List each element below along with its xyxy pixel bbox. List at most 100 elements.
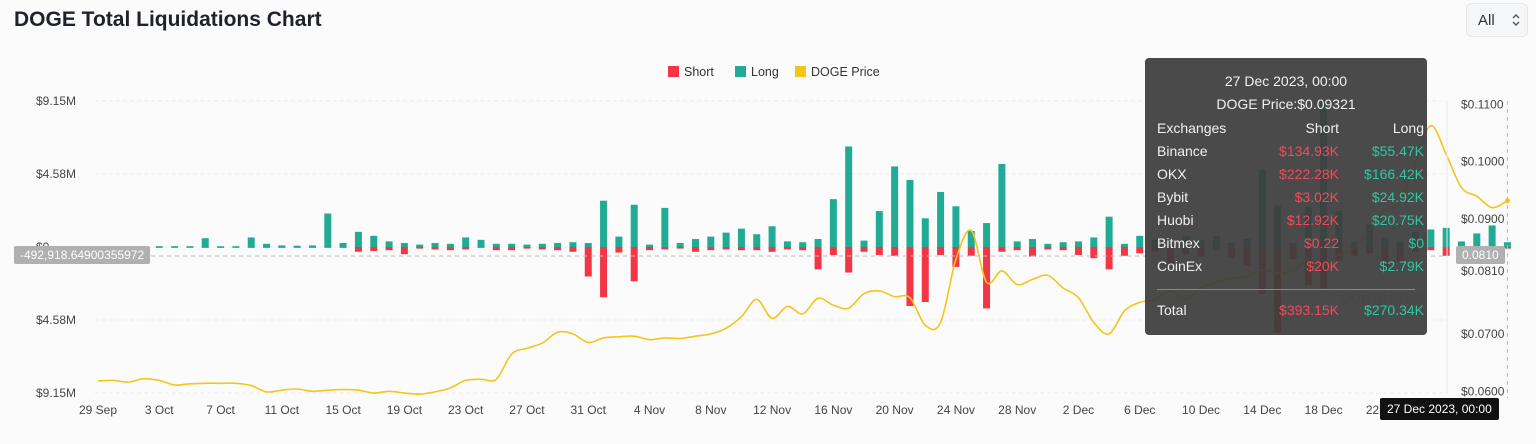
- tooltip-exchange: Bybit: [1157, 189, 1189, 205]
- tooltip-exchange: Huobi: [1157, 212, 1194, 228]
- long-bar: [676, 243, 684, 247]
- page-title: DOGE Total Liquidations Chart: [14, 8, 322, 31]
- long-bar: [891, 166, 899, 247]
- short-bar: [446, 247, 454, 251]
- x-axis-tick-label: 19 Oct: [387, 403, 423, 417]
- tooltip-row: CoinEx $20K $2.79K: [1157, 258, 1424, 278]
- axes: $9.15M $4.58M $0 $4.58M $9.15M $0.1100 $0.1000…: [36, 94, 1505, 417]
- x-axis-tick-label: 11 Oct: [265, 403, 300, 417]
- long-bar: [691, 239, 699, 247]
- short-bar: [400, 247, 408, 255]
- long-bar: [523, 244, 531, 247]
- x-axis-tick-label: 23 Oct: [448, 403, 484, 417]
- long-bar: [646, 244, 654, 247]
- legend-label: Short: [684, 65, 714, 79]
- short-bar: [875, 247, 883, 255]
- short-bar: [906, 247, 914, 307]
- short-bar: [1059, 247, 1067, 251]
- short-bar: [508, 247, 516, 251]
- short-bar: [339, 247, 347, 248]
- crosshair-price-label: 0.0810: [1456, 246, 1505, 264]
- x-axis-tick-label: 18 Dec: [1305, 403, 1343, 417]
- short-bar: [691, 247, 699, 252]
- tooltip-total-short: $393.15K: [1279, 302, 1339, 318]
- short-bar: [308, 247, 316, 248]
- legend-swatch: [735, 66, 746, 77]
- short-bar: [937, 247, 945, 255]
- short-bar: [416, 247, 424, 249]
- short-bar: [247, 247, 255, 248]
- long-bar: [1059, 242, 1067, 247]
- short-bar: [201, 247, 209, 248]
- right-axis-tick-label: $0.0600: [1461, 384, 1505, 398]
- long-bar: [1427, 229, 1435, 247]
- long-bar: [385, 241, 393, 247]
- short-bar: [1105, 247, 1113, 270]
- tooltip-row: Huobi $12.92K $20.75K: [1157, 212, 1424, 232]
- right-axis-tick-label: $0.0700: [1461, 327, 1505, 341]
- long-bar: [308, 245, 316, 247]
- long-bar: [661, 207, 669, 247]
- long-bar: [1488, 225, 1496, 247]
- long-bar: [171, 246, 179, 247]
- tooltip-row: Binance $134.93K $55.47K: [1157, 143, 1424, 163]
- long-bar: [814, 239, 822, 247]
- long-bar: [155, 246, 163, 247]
- long-bar: [538, 243, 546, 247]
- tooltip-total-label: Total: [1157, 302, 1187, 318]
- short-bar: [722, 247, 730, 250]
- long-bar: [186, 246, 194, 247]
- short-bar: [615, 247, 623, 253]
- long-bar: [952, 206, 960, 247]
- short-bar: [737, 247, 745, 251]
- short-bar: [998, 247, 1006, 252]
- short-bar: [768, 247, 776, 252]
- long-bar: [492, 243, 500, 247]
- long-bar: [263, 243, 271, 247]
- short-bar: [661, 247, 669, 250]
- long-bar: [737, 228, 745, 247]
- tooltip-row: Bitmex $0.22 $0: [1157, 235, 1424, 255]
- short-bar: [477, 247, 485, 248]
- short-bar: [1044, 247, 1052, 250]
- long-bar: [768, 226, 776, 247]
- range-select[interactable]: All: [1466, 3, 1528, 37]
- left-axis-tick-label: $9.15M: [36, 94, 76, 108]
- short-bar: [278, 247, 286, 248]
- long-bar: [477, 239, 485, 247]
- tooltip-col-exchanges: Exchanges: [1157, 120, 1227, 136]
- long-bar: [569, 242, 577, 247]
- long-bar: [707, 236, 715, 247]
- short-bar: [921, 247, 929, 303]
- long-bar: [998, 164, 1006, 247]
- tooltip-price: DOGE Price:$0.09321: [1216, 96, 1356, 112]
- legend-swatch: [668, 66, 679, 77]
- tooltip-total-long: $270.34K: [1364, 302, 1424, 318]
- tooltip-row: OKX $222.28K $166.42K: [1157, 166, 1424, 186]
- tooltip-short-value: $12.92K: [1286, 212, 1339, 228]
- short-bar: [462, 247, 470, 250]
- range-select-value: All: [1478, 12, 1495, 29]
- short-bar: [891, 247, 899, 256]
- x-axis-tick-label: 10 Dec: [1182, 403, 1220, 417]
- short-bar: [584, 247, 592, 277]
- x-axis-tick-label: 4 Nov: [634, 403, 665, 417]
- tooltip-col-short: Short: [1305, 120, 1339, 136]
- left-axis-tick-label: $9.15M: [36, 386, 76, 400]
- x-axis-tick-label: 15 Oct: [325, 403, 361, 417]
- long-bar: [1473, 233, 1481, 247]
- tooltip-short-value: $134.93K: [1279, 143, 1339, 159]
- short-bar: [569, 247, 577, 252]
- short-bar: [523, 247, 531, 249]
- long-bar: [1120, 243, 1128, 247]
- short-bar: [1427, 247, 1435, 251]
- short-bar: [707, 247, 715, 251]
- long-bar: [201, 238, 209, 247]
- long-bar: [921, 218, 929, 247]
- tooltip-long-value: $166.42K: [1364, 166, 1424, 182]
- long-bar: [829, 199, 837, 247]
- x-axis-tick-label: 16 Nov: [814, 403, 852, 417]
- x-axis-tick-label: 7 Oct: [206, 403, 235, 417]
- short-bar: [431, 247, 439, 250]
- long-bar: [1136, 235, 1144, 247]
